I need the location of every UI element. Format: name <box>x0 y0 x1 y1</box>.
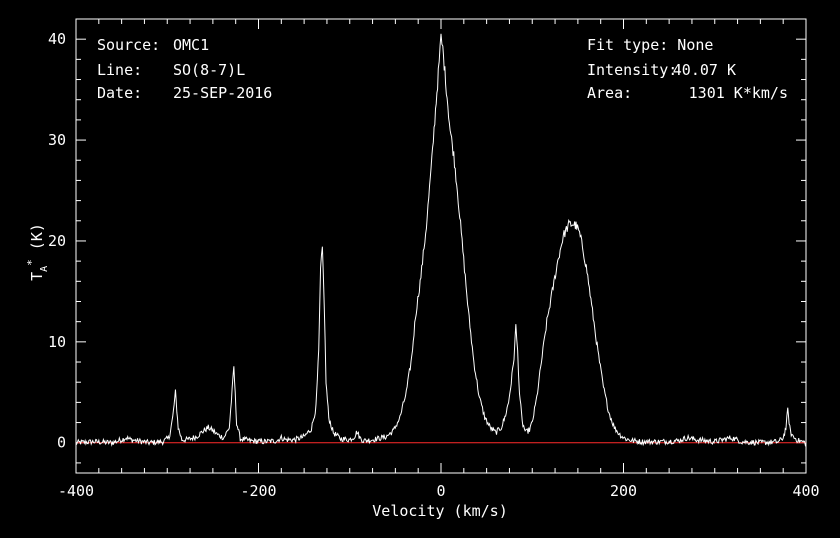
y-axis-label-sup: * <box>25 259 38 266</box>
area-value: 1301 K*km/s <box>689 84 788 102</box>
intensity-label: Intensity: <box>587 61 677 79</box>
x-axis-label: Velocity (km/s) <box>372 502 507 520</box>
y-axis-label-main: T <box>28 272 46 281</box>
y-axis-label-unit: (K) <box>28 223 46 259</box>
line-label: Line: <box>97 61 142 79</box>
date-value: 25-SEP-2016 <box>173 84 272 102</box>
source-label: Source: <box>97 36 160 54</box>
x-tick-label: 400 <box>792 482 819 500</box>
axes: -400 -200 0 200 400 0 10 20 30 40 <box>48 18 820 500</box>
y-tick-label: 10 <box>48 333 66 351</box>
date-label: Date: <box>97 84 142 102</box>
y-axis-label-sub: A <box>39 266 50 272</box>
line-value: SO(8-7)L <box>173 61 245 79</box>
data-layer <box>75 33 807 447</box>
x-tick-label: -200 <box>240 482 276 500</box>
x-tick-label: -400 <box>58 482 94 500</box>
y-tick-label: 40 <box>48 30 66 48</box>
y-tick-label: 0 <box>57 434 66 452</box>
x-tick-label: 0 <box>436 482 445 500</box>
area-label: Area: <box>587 84 632 102</box>
y-tick-label: 30 <box>48 131 66 149</box>
spectrum-line <box>75 33 807 447</box>
y-axis-label: TA* (K) <box>25 223 50 281</box>
source-value: OMC1 <box>173 36 209 54</box>
x-tick-label: 200 <box>610 482 637 500</box>
y-tick-label: 20 <box>48 232 66 250</box>
fit-type: Fit type: None <box>587 36 713 54</box>
intensity-value: 40.07 K <box>673 61 736 79</box>
